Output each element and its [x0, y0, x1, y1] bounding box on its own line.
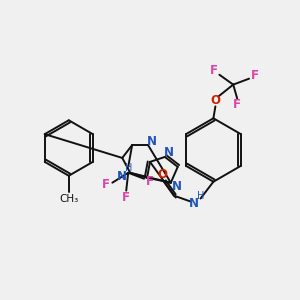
Text: F: F [251, 69, 259, 82]
Text: H: H [124, 163, 132, 173]
Text: F: F [146, 175, 154, 188]
Text: F: F [233, 98, 241, 111]
Text: H: H [197, 190, 204, 201]
Text: N: N [189, 197, 199, 210]
Text: CH₃: CH₃ [59, 194, 78, 203]
Text: O: O [210, 94, 220, 107]
Text: O: O [157, 168, 167, 181]
Text: N: N [164, 146, 174, 160]
Text: F: F [101, 178, 110, 191]
Text: N: N [117, 170, 127, 183]
Text: N: N [172, 180, 182, 193]
Text: F: F [209, 64, 217, 77]
Text: N: N [147, 135, 157, 148]
Text: F: F [122, 191, 130, 204]
